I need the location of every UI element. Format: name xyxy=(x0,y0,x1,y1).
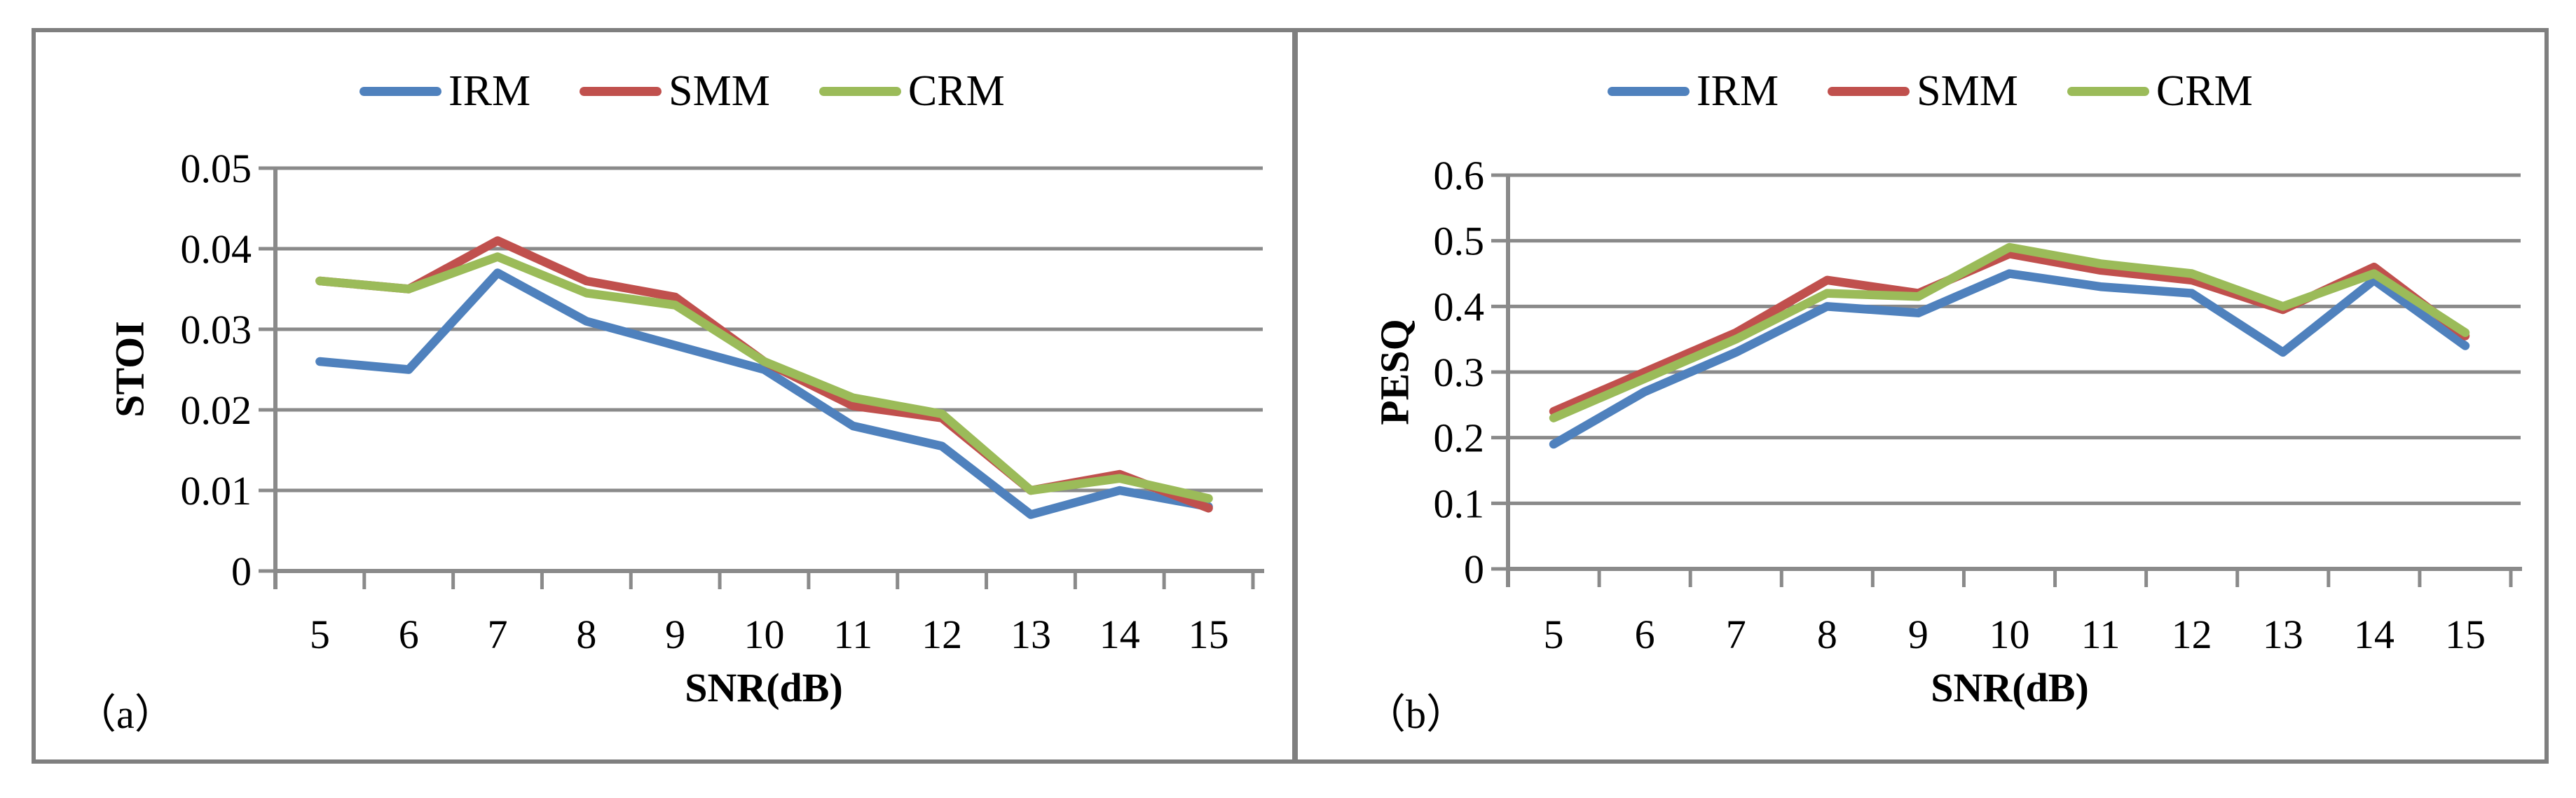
x-tick-label-11: 11 xyxy=(2081,612,2121,657)
series-line-IRM xyxy=(1549,269,2470,449)
smm-line-swatch-icon xyxy=(1828,86,1910,96)
figure-border xyxy=(32,28,2549,764)
x-tick-label-6: 6 xyxy=(1635,612,1655,657)
series-line-IRM xyxy=(315,268,1213,519)
x-tick-label-15: 15 xyxy=(1188,612,1229,657)
legend-item-crm: CRM xyxy=(818,67,1005,116)
x-tick-label-11: 11 xyxy=(833,612,872,657)
legend-item-smm: SMM xyxy=(580,67,770,116)
legend-label-crm: CRM xyxy=(2156,67,2253,115)
y-tick-label: 0 xyxy=(231,549,252,594)
panel-divider xyxy=(1292,28,1298,764)
x-tick-label-8: 8 xyxy=(1817,612,1837,657)
x-tick-label-14: 14 xyxy=(2354,612,2395,657)
x-tick-label-13: 13 xyxy=(1010,612,1051,657)
legend-label-smm: SMM xyxy=(669,67,770,115)
y-tick-label: 0.05 xyxy=(181,146,252,191)
y-tick-label: 0.03 xyxy=(181,307,252,352)
legend-item-smm: SMM xyxy=(1828,67,2018,116)
legend-b: IRM SMM CRM xyxy=(1608,67,2302,116)
y-tick-label: 0 xyxy=(1464,546,1484,592)
x-axis-title-a: SNR(dB) xyxy=(685,665,843,710)
x-tick-label-12: 12 xyxy=(922,612,962,657)
x-tick-label-14: 14 xyxy=(1099,612,1140,657)
x-tick-label-8: 8 xyxy=(576,612,596,657)
x-tick-label-15: 15 xyxy=(2445,612,2486,657)
x-tick-label-7: 7 xyxy=(1726,612,1746,657)
y-tick-label: 0.01 xyxy=(181,468,252,514)
x-tick-label-6: 6 xyxy=(399,612,419,657)
x-tick-label-13: 13 xyxy=(2263,612,2303,657)
irm-line-swatch-icon xyxy=(359,86,441,96)
x-tick-label-9: 9 xyxy=(665,612,685,657)
x-tick-label-7: 7 xyxy=(488,612,508,657)
y-tick-label: 0.5 xyxy=(1434,219,1485,264)
legend-label-crm: CRM xyxy=(907,67,1005,115)
crm-line-swatch-icon xyxy=(2067,86,2149,96)
legend-item-irm: IRM xyxy=(359,67,530,116)
legend-label-smm: SMM xyxy=(1917,67,2018,115)
x-axis-title-b: SNR(dB) xyxy=(1931,665,2089,710)
y-tick-label: 0.02 xyxy=(181,387,252,433)
x-tick-label-10: 10 xyxy=(1989,612,2030,657)
y-tick-label: 0.2 xyxy=(1434,415,1485,461)
y-tick-label: 0.3 xyxy=(1434,350,1485,395)
crm-line-swatch-icon xyxy=(818,86,901,96)
y-tick-label: 0.4 xyxy=(1434,284,1485,329)
y-tick-label: 0.6 xyxy=(1434,153,1485,198)
legend-label-irm: IRM xyxy=(1697,67,1779,115)
smm-line-swatch-icon xyxy=(580,86,662,96)
chart-b-plot: 0 0.1 0.2 0.3 0.4 0.5 0.6 5 6 7 8 9 10 11 12 13 14 15 xyxy=(1434,153,2522,657)
x-tick-label-10: 10 xyxy=(744,612,785,657)
panel-label-a: （a） xyxy=(76,692,175,737)
y-tick-label: 0.1 xyxy=(1434,481,1485,526)
panel-label-b: （b） xyxy=(1365,692,1467,737)
irm-line-swatch-icon xyxy=(1608,86,1690,96)
x-tick-label-5: 5 xyxy=(310,612,330,657)
legend-item-irm: IRM xyxy=(1608,67,1779,116)
y-tick-label: 0.04 xyxy=(181,226,252,272)
legend-label-irm: IRM xyxy=(448,67,531,115)
legend-item-crm: CRM xyxy=(2067,67,2253,116)
x-tick-label-5: 5 xyxy=(1544,612,1564,657)
chart-a-plot: 0 0.01 0.02 0.03 0.04 0.05 5 6 7 8 9 10 11 12 13 14 15 xyxy=(181,146,1264,657)
series-line-CRM xyxy=(315,252,1213,503)
legend-a: IRM SMM CRM xyxy=(359,67,1054,116)
x-tick-label-12: 12 xyxy=(2172,612,2212,657)
x-tick-label-9: 9 xyxy=(1908,612,1928,657)
series-line-CRM xyxy=(1549,242,2470,422)
